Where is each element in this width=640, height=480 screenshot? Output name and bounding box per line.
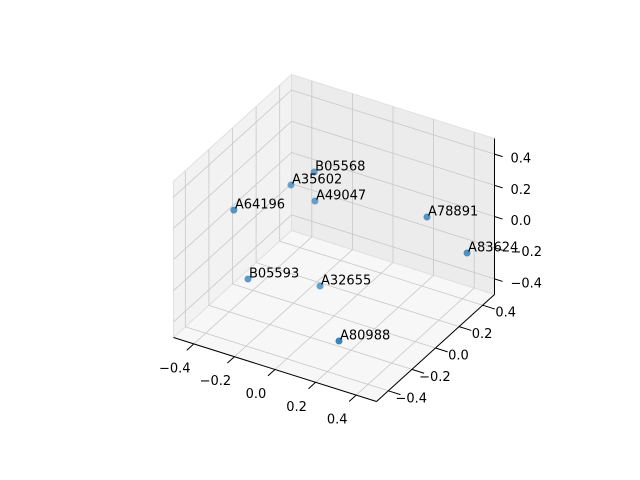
- tick-mark: [494, 153, 503, 158]
- y-axis: [376, 294, 495, 402]
- z-tick-label: 0.2: [511, 183, 532, 198]
- grid-line: [255, 262, 460, 327]
- z-tick-label: 0.4: [511, 152, 532, 167]
- tick-mark: [388, 390, 401, 396]
- grid-line: [173, 89, 292, 198]
- grid-line: [291, 152, 495, 217]
- x-axis: [173, 337, 377, 402]
- y-tick-label: 0.2: [472, 327, 493, 342]
- tick-mark: [226, 356, 235, 364]
- tick-mark: [494, 247, 503, 251]
- point: [423, 213, 431, 221]
- tick-mark: [411, 368, 425, 374]
- point: [463, 249, 471, 257]
- y-tick-label: −0.2: [419, 370, 451, 385]
- point-label: B05593: [249, 266, 299, 281]
- grid-line: [279, 240, 483, 306]
- point-label: A78891: [428, 204, 478, 219]
- point-label: A32655: [321, 274, 371, 289]
- z-tick-label: 0.0: [511, 214, 532, 229]
- point: [244, 275, 252, 283]
- y-tick-label: 0.0: [448, 349, 469, 364]
- point-label: A80988: [340, 329, 390, 344]
- tick-mark: [308, 381, 316, 390]
- grid-line: [173, 152, 292, 260]
- tick-mark: [482, 304, 496, 310]
- grid-line: [291, 120, 495, 186]
- x-tick-label: −0.2: [200, 374, 232, 389]
- grid-line: [291, 89, 495, 155]
- point: [230, 206, 238, 214]
- point-label: A64196: [235, 198, 285, 213]
- x-tick-label: 0.4: [327, 413, 348, 428]
- grid-line: [173, 183, 292, 291]
- y-tick-label: 0.4: [495, 306, 516, 321]
- point-label: B05568: [315, 159, 365, 174]
- point-label: A49047: [316, 188, 366, 203]
- point: [316, 282, 324, 290]
- grid-line: [173, 214, 292, 323]
- point: [287, 181, 295, 189]
- x-tick-label: 0.0: [246, 387, 267, 402]
- grid-line: [232, 283, 436, 349]
- grid-line: [173, 121, 292, 229]
- x-tick-label: 0.2: [286, 400, 307, 415]
- tick-mark: [494, 278, 503, 282]
- tick-mark: [494, 216, 503, 220]
- tick-mark: [494, 184, 503, 189]
- tick-mark: [186, 343, 195, 351]
- y-tick-label: −0.4: [396, 391, 428, 406]
- z-tick-label: −0.4: [511, 276, 543, 291]
- point-label: A35602: [292, 173, 342, 188]
- tick-mark: [458, 326, 472, 331]
- tick-mark: [348, 394, 357, 402]
- z-tick-label: −0.2: [511, 245, 543, 260]
- grid-line: [291, 183, 495, 249]
- point: [310, 168, 318, 176]
- grid-line: [291, 214, 495, 280]
- point-label: A83624: [468, 241, 518, 256]
- tick-mark: [435, 347, 448, 353]
- point: [335, 337, 343, 345]
- tick-mark: [267, 369, 276, 377]
- grid-line: [208, 305, 413, 370]
- point: [311, 197, 319, 205]
- grid-line: [185, 326, 389, 392]
- x-tick-label: −0.4: [159, 361, 191, 376]
